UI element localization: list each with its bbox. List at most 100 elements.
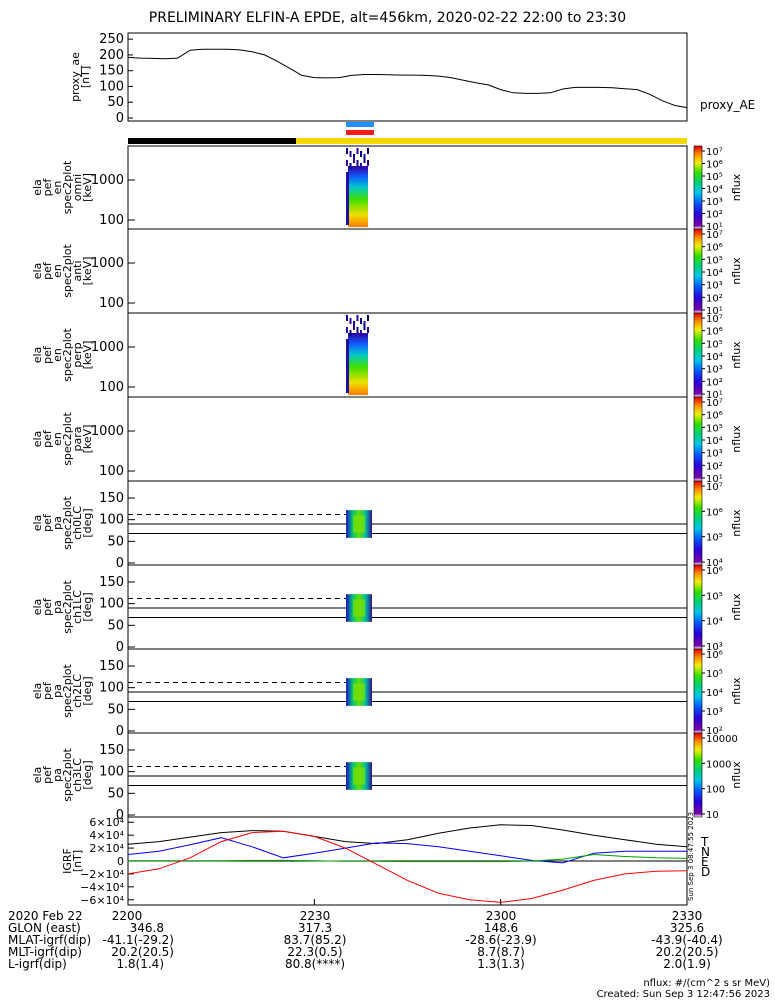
ytick-label: −4×10⁴ bbox=[80, 881, 124, 894]
panel-en_spec_perp-ylabel-line: ela bbox=[31, 347, 44, 364]
colorbar-tick-label: 10⁷ bbox=[706, 398, 723, 409]
igrf-legend-D: D bbox=[701, 865, 710, 879]
panel-pa_spec_ch1LC-frame bbox=[127, 564, 688, 650]
side-timestamp: Sun Sep 3 08:47:55 2023 bbox=[687, 812, 695, 901]
xaxis-row-label-glon: GLON (east) bbox=[8, 921, 81, 935]
spectrum-speckle bbox=[367, 148, 369, 154]
panel-en_spec_para-ylabel-line: en bbox=[51, 432, 64, 446]
panel-pa_spec_ch2LC-ylabel-line: pa bbox=[51, 684, 64, 698]
spectrum-speckle bbox=[346, 327, 348, 333]
panel-pa_spec_ch0LC-frame bbox=[127, 480, 688, 566]
proxy-ae-frame bbox=[127, 32, 688, 122]
panel-en_spec_omni-ylabel-line: spec2plot bbox=[61, 160, 74, 214]
ytick-label: 1000 bbox=[91, 256, 124, 271]
colorbar-tick-label: 10⁴ bbox=[706, 185, 723, 196]
xaxis-glon-2: 148.6 bbox=[483, 921, 519, 935]
panel-pa_spec_ch1LC-ylabel-line: pa bbox=[51, 600, 64, 614]
panel-pa_spec_ch0LC-ylabel-line: ela bbox=[31, 515, 44, 532]
colorbar-tick-label: 10¹ bbox=[706, 390, 723, 401]
xaxis-mlat-0: -41.1(-29.2) bbox=[102, 933, 174, 947]
spectrum-fill bbox=[348, 333, 368, 395]
day-bar bbox=[296, 138, 687, 144]
spectrum-speckle bbox=[349, 151, 352, 157]
spectrum-speckle bbox=[360, 151, 362, 157]
colorbar-tick-label: 10⁵ bbox=[706, 591, 723, 602]
panel-pa_spec_ch1LC-ylabel-line: spec2plot bbox=[61, 580, 74, 634]
colorbar-tick-label: 10⁵ bbox=[706, 533, 723, 544]
ytick-label: 50 bbox=[107, 618, 124, 633]
proxy-ae-line bbox=[127, 48, 688, 109]
panel-pa_spec_ch0LC-ylabel-line: pef bbox=[41, 513, 54, 532]
panel-pa_spec_ch3LC-ylabel-line: ch3LC bbox=[71, 758, 84, 792]
panel-en_spec_omni-ylabel-line: ela bbox=[31, 179, 44, 196]
colorbar-tick-label: 10³ bbox=[706, 365, 723, 376]
colorbar-tick-label: 10² bbox=[706, 461, 723, 472]
panel-en_spec_omni-ylabel-line: omni bbox=[71, 174, 84, 201]
xaxis-mlt-3: 20.2(20.5) bbox=[655, 945, 719, 959]
spectrum-edge bbox=[346, 172, 349, 225]
panel-en_spec_anti-ylabel-line: ela bbox=[31, 263, 44, 280]
colorbar-tick-label: 10⁵ bbox=[706, 669, 723, 680]
panel-en_spec_omni-ylabel-line: [keV] bbox=[81, 173, 94, 202]
panel-en_spec_perp-frame bbox=[127, 312, 688, 398]
panel-pa_spec_ch1LC-burst bbox=[346, 594, 372, 622]
colorbar-tick-label: 10⁶ bbox=[706, 566, 723, 577]
ytick-label: 2×10⁴ bbox=[89, 842, 124, 855]
xaxis-glon-3: 325.6 bbox=[669, 921, 705, 935]
panel-en_spec_omni-colorbar bbox=[693, 145, 703, 230]
panel-pa_spec_ch1LC-colorbar bbox=[693, 564, 703, 650]
panel-pa_spec_ch1LC-colorbar-label: nflux bbox=[730, 593, 743, 621]
panel-pa_spec_ch2LC-ylabel-line: ch2LC bbox=[71, 674, 84, 708]
pa-core bbox=[353, 683, 365, 701]
colorbar-tick-label: 10¹ bbox=[706, 222, 723, 233]
colorbar-tick-label: 10² bbox=[706, 726, 723, 737]
panel-pa_spec_ch2LC-ylabel-line: [deg] bbox=[81, 676, 94, 705]
spectrum-speckle bbox=[360, 163, 362, 169]
ytick-label: 50 bbox=[107, 534, 124, 549]
ytick-label: 0 bbox=[117, 855, 124, 868]
ytick-label: 100 bbox=[99, 296, 124, 311]
ytick-label: 100 bbox=[99, 213, 124, 228]
ytick-label: 0 bbox=[116, 808, 124, 823]
ytick-label: −6×10⁴ bbox=[80, 894, 124, 907]
panel-en_spec_para-ylabel-line: spec2plot bbox=[61, 412, 74, 466]
ytick-label: 150 bbox=[99, 659, 124, 674]
panel-en_spec_para-ylabel-line: [keV] bbox=[81, 425, 94, 454]
panel-en_spec_omni-frame bbox=[127, 145, 688, 230]
science-zone-blue bbox=[346, 122, 374, 127]
ytick-label: 0 bbox=[116, 556, 124, 571]
pa-core bbox=[353, 515, 365, 533]
panel-pa_spec_ch1LC-ylabel-line: pef bbox=[41, 597, 54, 616]
spectrum-speckle bbox=[346, 315, 348, 321]
colorbar-tick-label: 10⁶ bbox=[706, 650, 723, 661]
colorbar-tick-label: 10⁵ bbox=[706, 339, 723, 350]
colorbar-tick-label: 10² bbox=[706, 377, 723, 388]
panel-pa_spec_ch2LC-burst bbox=[346, 678, 372, 706]
ytick-label: 100 bbox=[99, 513, 124, 528]
panel-pa_spec_ch3LC-ylabel-line: pef bbox=[41, 765, 54, 784]
igrf-legend-N: N bbox=[701, 845, 710, 859]
spectrum-speckle bbox=[356, 148, 359, 154]
created-stamp: Created: Sun Sep 3 12:47:56 2023 bbox=[596, 989, 770, 1000]
colorbar-label-text: nflux bbox=[730, 173, 743, 201]
spectrum-speckle bbox=[367, 160, 369, 166]
ytick-label: 100 bbox=[99, 597, 124, 612]
spectrum-speckle bbox=[367, 327, 369, 333]
panel-en_spec_perp-ylabel-line: pef bbox=[41, 345, 54, 364]
ytick-label: 100 bbox=[99, 464, 124, 479]
colorbar-label-text: nflux bbox=[730, 509, 743, 537]
spectrum-speckle bbox=[363, 324, 366, 330]
panel-pa_spec_ch3LC-ylabel-line: [deg] bbox=[81, 760, 94, 789]
panel-en_spec_anti-ylabel-line: pef bbox=[41, 261, 54, 280]
panel-pa_spec_ch0LC-ylabel-line: ch0LC bbox=[71, 506, 84, 540]
ytick-label: 100 bbox=[99, 380, 124, 395]
igrf-series-E bbox=[128, 853, 688, 863]
spectrum-speckle bbox=[363, 157, 366, 163]
xaxis-l-2: 1.3(1.3) bbox=[477, 957, 525, 971]
xaxis-l-1: 80.8(****) bbox=[284, 957, 346, 971]
